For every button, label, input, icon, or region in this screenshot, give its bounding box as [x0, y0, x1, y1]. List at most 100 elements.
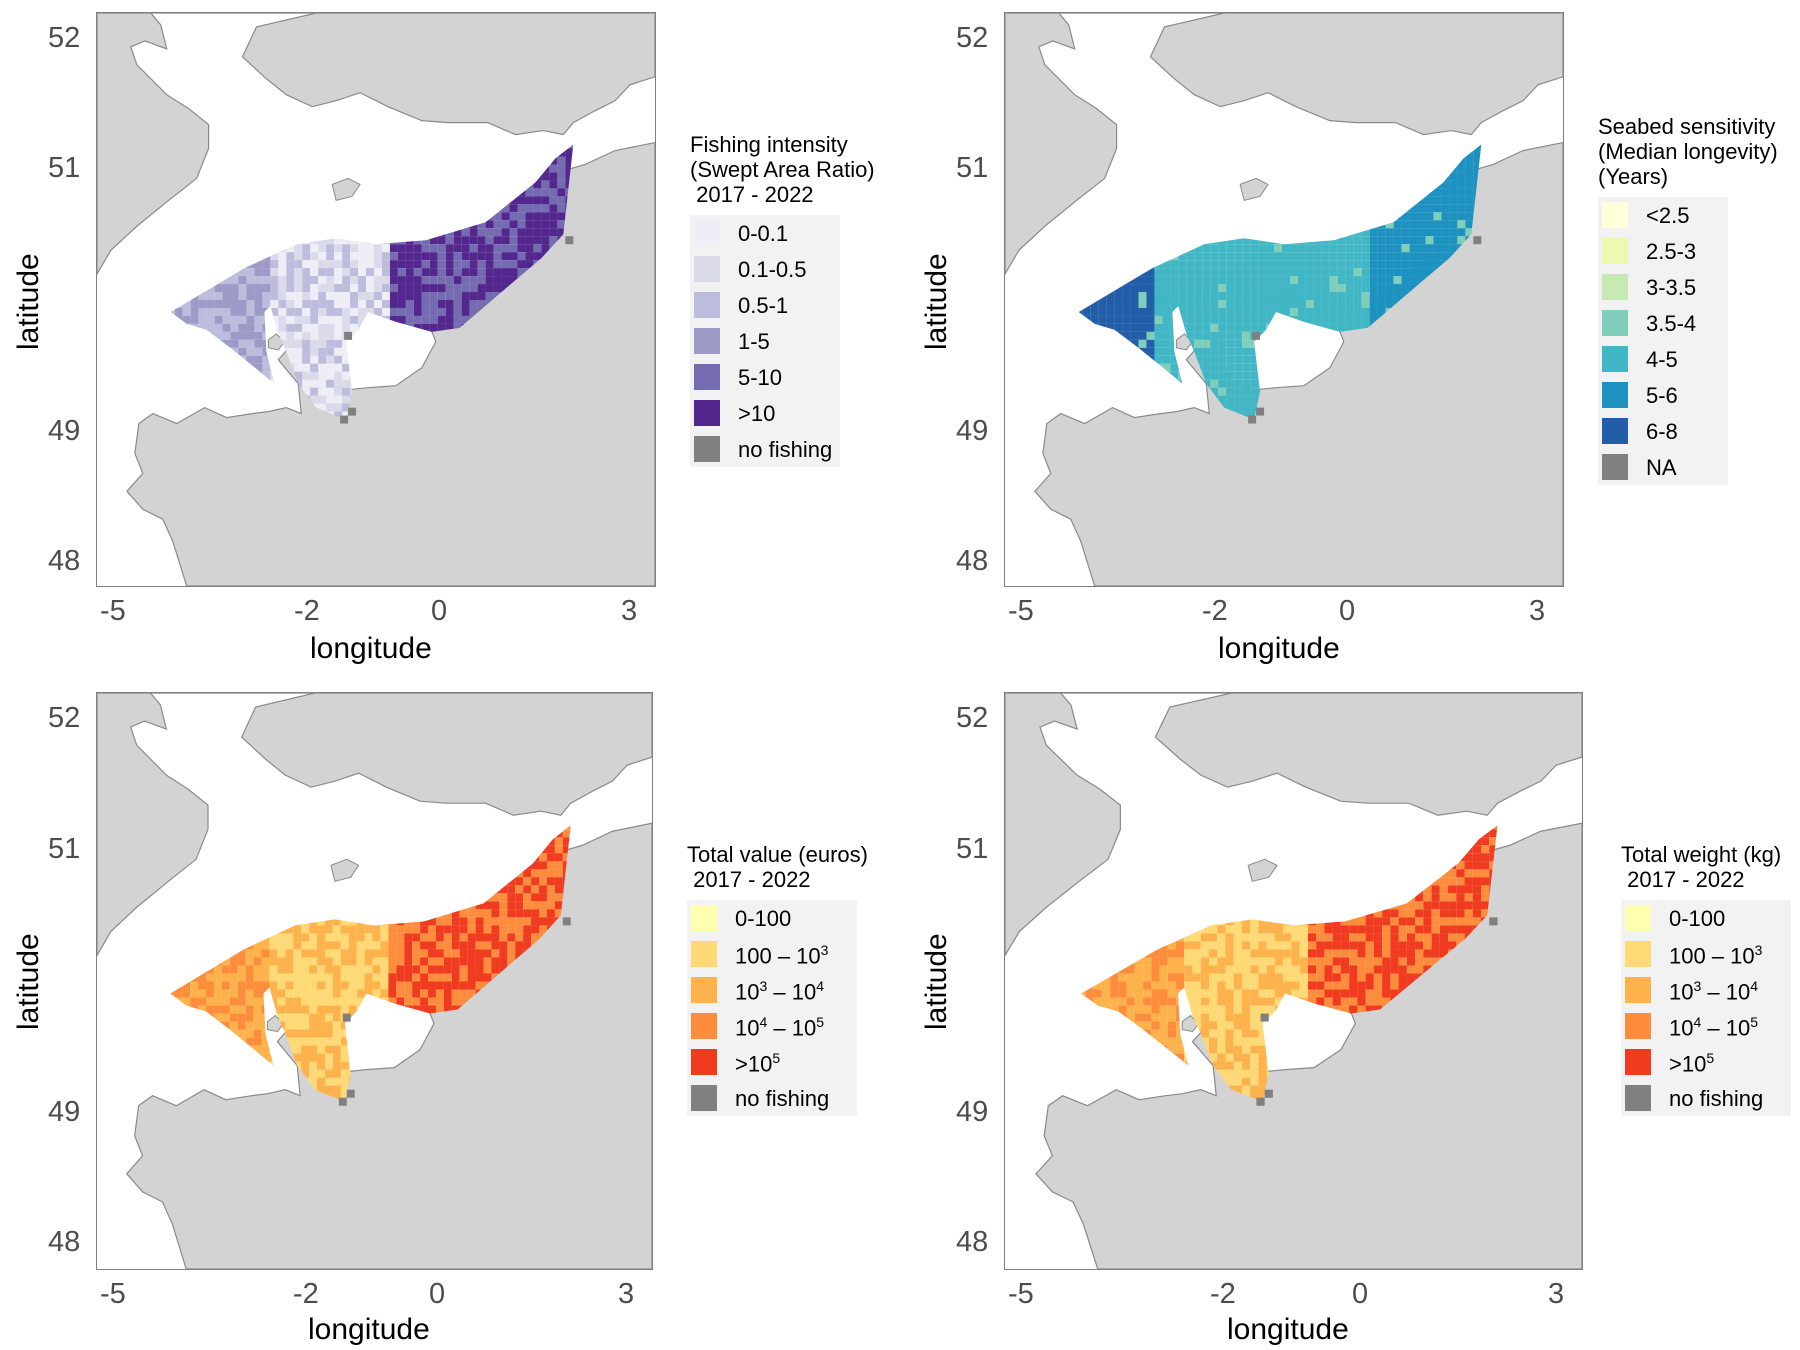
- raster-cell: [254, 292, 263, 300]
- raster-cell: [493, 220, 502, 229]
- raster-cell: [1361, 323, 1370, 332]
- raster-cell: [1218, 363, 1227, 372]
- raster-cell: [461, 292, 470, 300]
- raster-cell: [1138, 307, 1147, 316]
- raster-cell: [1242, 315, 1251, 324]
- raster-cell: [501, 268, 510, 277]
- raster-cell: [453, 315, 462, 324]
- raster-cell: [1321, 268, 1330, 277]
- raster-cell: [1449, 220, 1458, 229]
- no-fishing-cell: [340, 415, 349, 424]
- raster-cell: [1250, 292, 1259, 300]
- raster-cell: [262, 284, 271, 293]
- raster-cell: [190, 299, 199, 308]
- raster-cell: [381, 307, 390, 316]
- raster-cell: [318, 363, 327, 372]
- raster-cell: [493, 260, 502, 269]
- raster-cell: [1457, 180, 1466, 189]
- raster-cell: [469, 228, 478, 237]
- legend-item: 0.5-1: [690, 287, 840, 323]
- raster-cell: [397, 284, 406, 293]
- raster-cell: [1401, 268, 1410, 277]
- raster-cell: [1425, 260, 1434, 269]
- raster-cell: [461, 260, 470, 269]
- raster-cell: [1369, 228, 1378, 237]
- raster-cell: [230, 315, 239, 324]
- raster-cell: [389, 284, 398, 293]
- raster-cell: [317, 925, 325, 934]
- raster-cell: [397, 307, 406, 316]
- raster-cell: [1170, 276, 1179, 285]
- raster-cell: [1194, 347, 1203, 356]
- raster-cell: [453, 307, 462, 316]
- raster-cell: [1138, 339, 1147, 348]
- raster-cell: [1154, 355, 1163, 364]
- raster-cell: [1425, 196, 1434, 205]
- raster-cell: [437, 323, 446, 332]
- raster-cell: [342, 347, 351, 356]
- raster-cell: [421, 268, 430, 277]
- raster-cell: [1266, 260, 1275, 269]
- raster-cell: [1274, 276, 1283, 285]
- raster-cell: [1337, 299, 1346, 308]
- raster-cell: [554, 901, 563, 910]
- raster-cell: [1345, 323, 1354, 332]
- raster-cell: [318, 403, 327, 412]
- raster-cell: [1409, 236, 1418, 245]
- raster-cell: [396, 925, 405, 934]
- raster-cell: [1433, 252, 1442, 261]
- raster-cell: [412, 925, 421, 934]
- raster-cell: [1465, 196, 1474, 205]
- y-tick-label: 52: [48, 22, 81, 54]
- raster-cell: [1289, 292, 1298, 300]
- raster-cell: [254, 339, 263, 348]
- raster-cell: [1162, 347, 1171, 356]
- raster-cell: [1194, 323, 1203, 332]
- raster-cell: [1130, 307, 1139, 316]
- x-tick-label: 3: [1529, 595, 1546, 627]
- raster-cell: [1369, 260, 1378, 269]
- raster-cell: [1393, 284, 1402, 293]
- raster-cell: [1282, 299, 1290, 308]
- raster-cell: [1385, 220, 1394, 229]
- raster-cell: [326, 387, 335, 396]
- raster-cell: [302, 347, 311, 356]
- raster-cell: [1289, 268, 1298, 277]
- raster-cell: [1258, 323, 1267, 332]
- raster-cell: [262, 268, 271, 277]
- raster-cell: [374, 284, 382, 293]
- raster-cell: [334, 236, 343, 245]
- raster-cell: [546, 885, 555, 894]
- raster-cell: [334, 299, 343, 308]
- raster-cell: [531, 901, 540, 910]
- raster-cell: [515, 893, 524, 902]
- raster-cell: [238, 307, 247, 316]
- raster-cell: [1210, 363, 1219, 372]
- raster-cell: [1122, 299, 1131, 308]
- raster-cell: [1226, 331, 1235, 340]
- raster-cell: [1457, 212, 1466, 221]
- raster-cell: [507, 885, 516, 894]
- raster-cell: [453, 299, 462, 308]
- raster-cell: [1345, 299, 1354, 308]
- raster-cell: [1282, 307, 1290, 316]
- y-tick-label: 51: [48, 152, 81, 184]
- raster-cell: [525, 204, 534, 213]
- raster-cell: [515, 917, 524, 926]
- raster-cell: [318, 276, 327, 285]
- raster-cell: [1194, 315, 1203, 324]
- raster-cell: [1457, 188, 1466, 197]
- raster-cell: [483, 917, 492, 926]
- raster-cell: [1449, 172, 1458, 181]
- raster-cell: [493, 276, 502, 285]
- raster-cell: [491, 909, 500, 918]
- raster-cell: [294, 315, 303, 324]
- raster-cell: [374, 260, 382, 269]
- raster-cell: [1154, 331, 1163, 340]
- raster-cell: [1329, 315, 1338, 324]
- raster-cell: [334, 315, 343, 324]
- raster-cell: [459, 917, 468, 926]
- raster-cell: [1457, 172, 1466, 181]
- raster-cell: [565, 172, 574, 181]
- raster-cell: [342, 395, 351, 404]
